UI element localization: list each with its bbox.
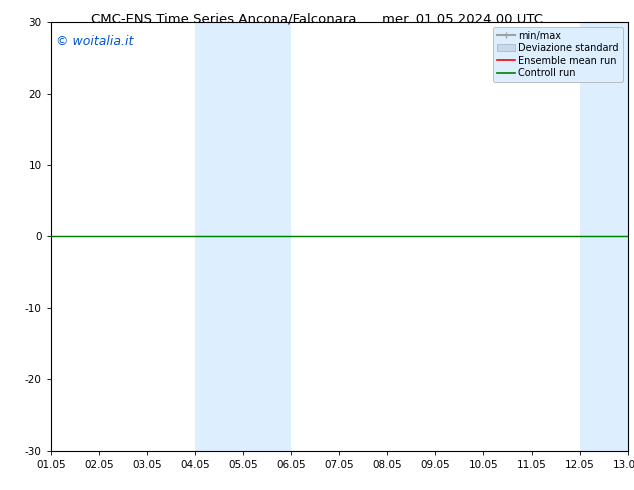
Bar bbox=[579, 22, 634, 451]
Legend: min/max, Deviazione standard, Ensemble mean run, Controll run: min/max, Deviazione standard, Ensemble m… bbox=[493, 27, 623, 82]
Bar bbox=[195, 22, 291, 451]
Text: CMC-ENS Time Series Ancona/Falconara      mer. 01.05.2024 00 UTC: CMC-ENS Time Series Ancona/Falconara mer… bbox=[91, 12, 543, 25]
Text: © woitalia.it: © woitalia.it bbox=[56, 35, 134, 48]
